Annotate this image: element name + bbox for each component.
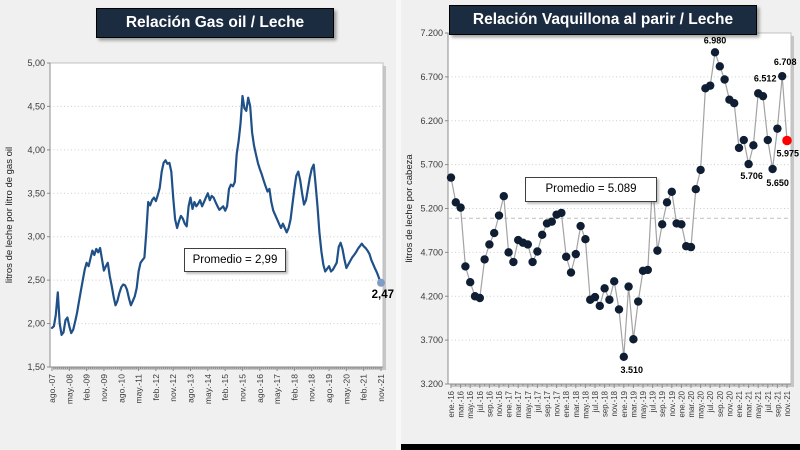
svg-text:2,50: 2,50 — [27, 275, 45, 285]
vaquillona-leche-chart-title: Relación Vaquillona al parir / Leche — [449, 5, 757, 35]
svg-text:nov.-21: nov.-21 — [783, 391, 792, 416]
vaquillona-leche-chart-panel: 3.200 3.700 4.200 4.700 5.200 5.700 6.200 6.700… — [400, 0, 800, 450]
svg-text:ago.-16: ago.-16 — [255, 374, 265, 403]
svg-text:ago.-13: ago.-13 — [186, 374, 196, 403]
svg-text:may.-11: may.-11 — [134, 374, 144, 404]
svg-text:jul.-18: jul.-18 — [591, 391, 600, 413]
gasoil-leche-chart-canvas: 1,50 2,00 2,50 3,00 3,50 4,00 4,50 5,00 ago.-07 m… — [4, 58, 386, 404]
svg-text:nov.-09: nov.-09 — [99, 374, 109, 402]
svg-text:6.200: 6.200 — [420, 116, 443, 126]
svg-text:may.-14: may.-14 — [203, 374, 213, 404]
svg-text:mar.-16: mar.-16 — [457, 391, 466, 417]
svg-text:sep.-19: sep.-19 — [658, 391, 667, 417]
svg-text:ene.-19: ene.-19 — [620, 391, 629, 417]
svg-text:ene.-17: ene.-17 — [505, 391, 514, 417]
svg-text:may.-20: may.-20 — [697, 390, 706, 418]
svg-text:4.200: 4.200 — [420, 291, 443, 301]
svg-text:may.-20: may.-20 — [341, 374, 351, 404]
svg-text:3.200: 3.200 — [420, 379, 443, 389]
gasoil-mean-annotation: Promedio = 2,99 — [184, 248, 286, 272]
svg-text:nov.-21: nov.-21 — [376, 374, 386, 402]
svg-text:4,50: 4,50 — [27, 101, 45, 111]
svg-text:5,00: 5,00 — [27, 58, 45, 68]
gasoil-last-value-label: 2,47 — [371, 289, 394, 301]
svg-text:may.-17: may.-17 — [524, 391, 533, 419]
svg-text:nov.-20: nov.-20 — [725, 390, 734, 416]
svg-text:jul.-19: jul.-19 — [649, 391, 658, 413]
svg-text:may.-16: may.-16 — [466, 391, 475, 419]
panel-divider — [396, 0, 401, 450]
svg-text:5.700: 5.700 — [420, 160, 443, 170]
vaquillona-mean-annotation: Promedio = 5.089 — [525, 177, 657, 202]
svg-text:mar.-19: mar.-19 — [629, 391, 638, 417]
svg-text:nov.-15: nov.-15 — [237, 374, 247, 402]
svg-text:sep.-20: sep.-20 — [716, 390, 725, 417]
svg-text:6.700: 6.700 — [420, 72, 443, 82]
svg-text:feb.-18: feb.-18 — [289, 374, 299, 401]
svg-text:jul.-17: jul.-17 — [533, 391, 542, 413]
vaquillona-leche-chart-canvas: 3.200 3.700 4.200 4.700 5.200 5.700 6.200 6.700… — [404, 28, 799, 419]
svg-text:may.-18: may.-18 — [581, 391, 590, 419]
svg-text:6.980: 6.980 — [704, 35, 727, 45]
svg-text:6.708: 6.708 — [774, 57, 797, 67]
svg-text:1,50: 1,50 — [27, 362, 45, 372]
svg-text:nov.-18: nov.-18 — [307, 374, 317, 402]
svg-text:7.200: 7.200 — [420, 28, 443, 38]
svg-text:3.510: 3.510 — [621, 365, 644, 375]
svg-text:3,00: 3,00 — [27, 232, 45, 242]
svg-text:litros de leche por cabeza: litros de leche por cabeza — [404, 154, 415, 263]
bottom-black-bar — [401, 444, 800, 450]
svg-text:ago.-10: ago.-10 — [116, 374, 126, 403]
svg-text:nov.-18: nov.-18 — [610, 391, 619, 416]
svg-text:feb.-21: feb.-21 — [359, 374, 369, 401]
svg-text:jul.-16: jul.-16 — [476, 391, 485, 413]
svg-text:ene.-20: ene.-20 — [677, 390, 686, 417]
svg-text:may.-21: may.-21 — [754, 391, 763, 419]
svg-text:5.650: 5.650 — [766, 178, 789, 188]
svg-text:feb.-12: feb.-12 — [151, 374, 161, 401]
svg-text:nov.-12: nov.-12 — [168, 374, 178, 402]
svg-text:5.706: 5.706 — [740, 171, 763, 181]
svg-text:sep.-16: sep.-16 — [485, 391, 494, 417]
svg-text:jul.-21: jul.-21 — [764, 391, 773, 413]
svg-text:sep.-18: sep.-18 — [601, 391, 610, 417]
svg-text:ago.-19: ago.-19 — [324, 374, 334, 403]
svg-text:mar.-20: mar.-20 — [687, 390, 696, 417]
gasoil-leche-chart-title: Relación Gas oil / Leche — [96, 8, 334, 38]
svg-text:mar.-17: mar.-17 — [514, 391, 523, 417]
svg-text:4.700: 4.700 — [420, 247, 443, 257]
svg-text:feb.-09: feb.-09 — [82, 374, 92, 401]
svg-text:may.-19: may.-19 — [639, 391, 648, 419]
svg-text:5.200: 5.200 — [420, 204, 443, 214]
svg-text:nov.-17: nov.-17 — [553, 391, 562, 416]
svg-text:2,00: 2,00 — [27, 319, 45, 329]
svg-text:4,00: 4,00 — [27, 145, 45, 155]
svg-text:feb.-15: feb.-15 — [220, 374, 230, 401]
svg-text:nov.-16: nov.-16 — [495, 391, 504, 416]
svg-text:3,50: 3,50 — [27, 188, 45, 198]
svg-text:ene.-16: ene.-16 — [447, 391, 456, 417]
svg-text:mar.-21: mar.-21 — [745, 391, 754, 417]
gasoil-leche-chart-panel: 1,50 2,00 2,50 3,00 3,50 4,00 4,50 5,00 ago.-07 m… — [4, 8, 394, 404]
svg-text:may.-17: may.-17 — [272, 374, 282, 404]
svg-text:3.700: 3.700 — [420, 335, 443, 345]
svg-text:sep.-17: sep.-17 — [543, 391, 552, 417]
svg-text:sep.-21: sep.-21 — [773, 391, 782, 417]
svg-text:jul.-20: jul.-20 — [706, 390, 715, 413]
svg-text:ene.-18: ene.-18 — [562, 391, 571, 417]
svg-text:5.975: 5.975 — [776, 148, 799, 158]
svg-text:ene.-21: ene.-21 — [735, 391, 744, 417]
svg-text:mar.-18: mar.-18 — [572, 391, 581, 417]
svg-text:litros de leche por litro de g: litros de leche por litro de gas oil — [4, 147, 15, 283]
svg-text:6.512: 6.512 — [754, 73, 777, 83]
svg-text:may.-08: may.-08 — [64, 374, 74, 404]
svg-text:ago.-07: ago.-07 — [47, 374, 57, 403]
svg-text:nov.-19: nov.-19 — [668, 391, 677, 416]
